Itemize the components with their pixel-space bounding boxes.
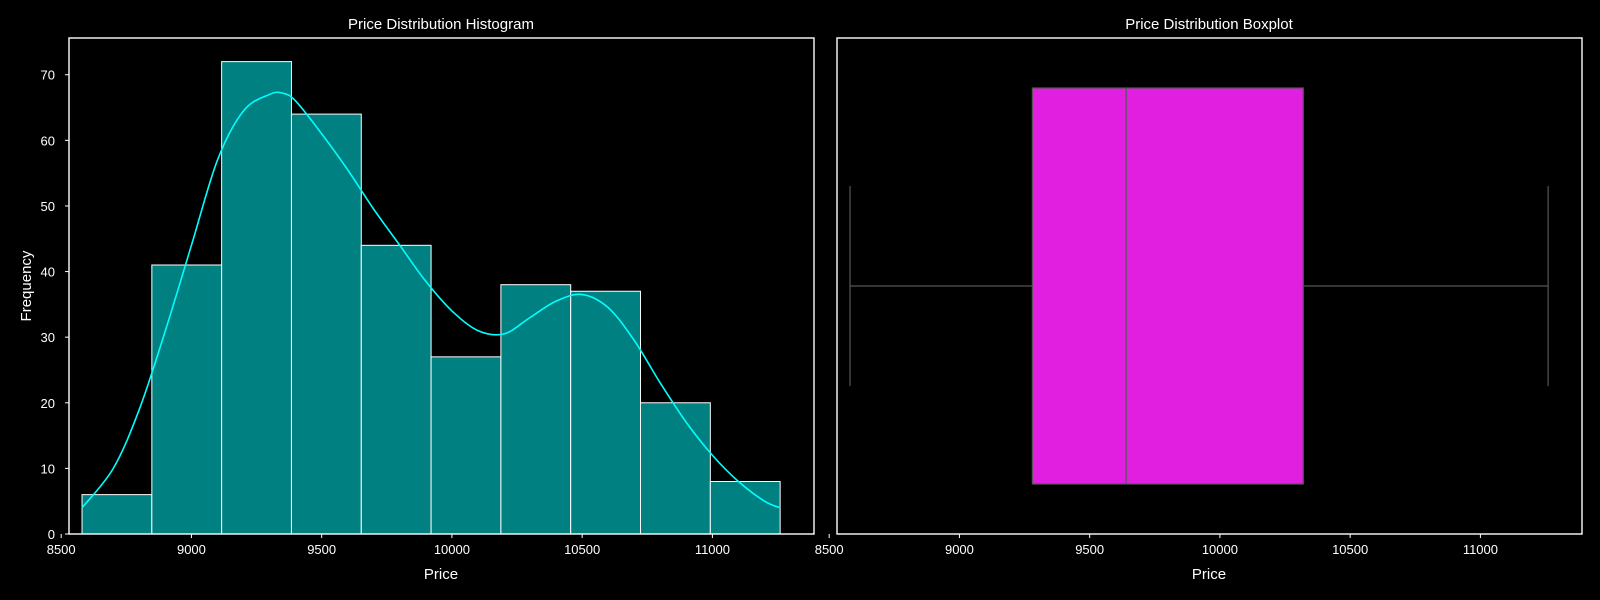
histogram-x-tick-label: 9000 [177,542,206,557]
histogram-y-tick-label: 0 [48,527,55,542]
histogram-bar-4 [290,113,362,535]
histogram-bar-2 [151,264,223,535]
histogram-x-tick-label: 10500 [564,542,600,557]
histogram-y-tick-label: 30 [41,330,55,345]
histogram-panel: Price Distribution Histogram 8500 9000 950… [18,16,815,583]
histogram-axes-frame [68,37,815,535]
boxplot-x-tick-label: 9500 [1075,542,1104,557]
histogram-bars [81,61,781,535]
histogram-x-tick-label: 11000 [695,542,730,557]
histogram-y-tick-label: 40 [41,265,55,280]
histogram-x-axis-label: Price [424,566,458,583]
histogram-bar-6 [430,356,502,535]
histogram-y-tick-label: 10 [41,461,55,476]
histogram-y-tick-label: 60 [41,133,55,148]
boxplot-x-tick-label: 8500 [815,542,844,557]
histogram-bar-5 [360,244,432,535]
histogram-bar-9 [640,402,711,535]
boxplot-x-tick-label: 11000 [1463,542,1498,557]
histogram-bar-10 [709,481,781,535]
histogram-bar-8 [570,290,642,535]
boxplot-x-ticks: 8500 9000 9500 10000 10500 11000 [815,534,1498,557]
histogram-x-tick-label: 9500 [307,542,336,557]
histogram-y-ticks: 0 10 20 30 40 50 60 70 [41,68,69,542]
boxplot-x-tick-label: 10500 [1332,542,1368,557]
boxplot-title: Price Distribution Boxplot [1125,16,1293,33]
boxplot-box [1031,87,1304,485]
boxplot-elements [849,87,1549,485]
boxplot-panel: Price Distribution Boxplot 8500 9000 9500 1… [815,16,1583,583]
histogram-x-ticks: 8500 9000 9500 10000 10500 11000 [47,534,730,557]
boxplot-x-tick-label: 9000 [945,542,974,557]
histogram-y-tick-label: 50 [41,199,55,214]
histogram-bar-1 [81,494,153,535]
histogram-kde-line [81,91,781,509]
histogram-y-tick-label: 70 [41,68,55,83]
histogram-bar-7 [500,284,572,535]
histogram-x-tick-label: 8500 [47,542,76,557]
histogram-y-axis-label: Frequency [18,250,35,321]
histogram-x-tick-label: 10000 [434,542,470,557]
boxplot-x-axis-label: Price [1192,566,1226,583]
histogram-y-tick-label: 20 [41,396,55,411]
histogram-title: Price Distribution Histogram [348,16,534,33]
histogram-bar-3 [221,61,292,535]
boxplot-axes-frame [836,37,1583,535]
boxplot-x-tick-label: 10000 [1202,542,1238,557]
